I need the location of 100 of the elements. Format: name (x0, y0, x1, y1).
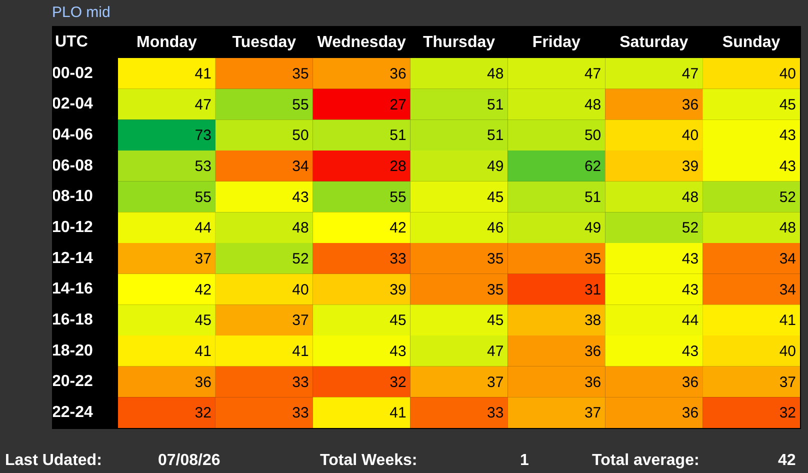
data-label: 48 (584, 96, 602, 114)
data-label: 48 (779, 220, 796, 237)
data-label: 41 (292, 343, 309, 360)
data-label: 48 (292, 220, 309, 237)
data-label: 73 (194, 127, 212, 144)
data-label: 40 (292, 281, 309, 298)
data-label: 53 (194, 158, 212, 176)
data-label: 47 (194, 96, 212, 114)
y-tick-label: 04-06 (52, 126, 94, 144)
data-label: 42 (194, 281, 212, 298)
text: 1 (520, 452, 529, 470)
data-label: 62 (584, 158, 602, 176)
data-label: 43 (390, 343, 406, 360)
data-label: 42 (390, 220, 406, 237)
data-label: 41 (194, 66, 212, 83)
data-label: 50 (292, 127, 309, 144)
data-label: 47 (682, 66, 699, 83)
data-label: 37 (194, 250, 212, 268)
data-label: 51 (487, 96, 504, 114)
data-label: 52 (779, 188, 796, 206)
text: Total Weeks: (320, 452, 418, 470)
data-label: 35 (584, 250, 602, 268)
data-label: 32 (390, 374, 406, 391)
y-tick-label: 22-24 (52, 404, 94, 421)
data-label: 39 (390, 281, 406, 298)
data-label: 50 (584, 127, 602, 144)
data-label: 36 (194, 374, 212, 391)
data-label: 52 (292, 250, 309, 268)
data-label: 55 (194, 188, 212, 206)
data-label: 44 (682, 312, 699, 330)
data-label: 43 (779, 158, 796, 176)
text: Last Udated: (5, 452, 102, 470)
data-label: 34 (292, 158, 309, 176)
data-label: 55 (292, 96, 309, 114)
data-label: 33 (390, 250, 406, 268)
data-label: 45 (487, 312, 504, 330)
data-label: 41 (779, 312, 796, 330)
data-label: 44 (194, 220, 212, 237)
data-label: 43 (682, 281, 699, 298)
data-label: 45 (390, 312, 406, 330)
data-label: 40 (779, 343, 796, 360)
data-label: 38 (584, 312, 602, 330)
data-label: 45 (779, 96, 796, 114)
text: 07/08/26 (158, 452, 220, 470)
data-label: 39 (682, 158, 699, 176)
y-tick-label: 00-02 (52, 64, 94, 82)
data-label: 43 (682, 343, 699, 360)
data-label: 43 (779, 127, 796, 144)
data-label: 35 (292, 66, 309, 83)
data-label: 32 (779, 404, 796, 422)
y-tick-label: 18-20 (52, 342, 94, 360)
data-label: 45 (194, 312, 212, 330)
y-tick-label: 12-14 (52, 250, 94, 267)
data-label: 41 (390, 404, 406, 422)
y-tick-label: 10-12 (52, 218, 94, 236)
data-label: 34 (779, 250, 796, 268)
data-label: 40 (682, 127, 699, 144)
data-label: 33 (292, 374, 309, 391)
data-label: 28 (390, 158, 406, 176)
data-label: 36 (682, 404, 699, 422)
data-label: 37 (779, 374, 796, 391)
data-label: 49 (584, 220, 602, 237)
data-label: 51 (487, 127, 504, 144)
x-tick-label: Saturday (620, 34, 688, 51)
x-tick-label: Thursday (422, 34, 496, 51)
chart-title: PLO mid (52, 4, 110, 22)
data-label: 52 (682, 220, 699, 237)
data-label: 32 (194, 404, 212, 422)
y-tick-label: 20-22 (52, 373, 94, 390)
x-tick-label: Wednesday (317, 34, 406, 51)
x-tick-label: Monday (136, 34, 198, 51)
y-tick-label: 16-18 (52, 311, 94, 328)
data-label: 55 (390, 188, 406, 206)
data-label: 37 (584, 404, 602, 422)
x-axis-title: UTC (55, 33, 88, 50)
text: 42 (778, 452, 796, 470)
data-label: 47 (487, 343, 504, 360)
y-tick-label: 08-10 (52, 188, 94, 206)
y-tick-label: 06-08 (52, 157, 94, 174)
data-label: 35 (487, 250, 504, 268)
y-tick-label: 14-16 (52, 280, 94, 298)
data-label: 40 (779, 66, 796, 83)
data-label: 34 (779, 281, 796, 298)
data-label: 46 (487, 220, 504, 237)
data-label: 37 (487, 374, 504, 391)
data-label: 33 (292, 404, 309, 422)
data-label: 31 (584, 281, 602, 298)
data-label: 36 (682, 374, 699, 391)
data-label: 48 (682, 188, 699, 206)
data-label: 45 (487, 188, 504, 206)
data-label: 43 (292, 188, 309, 206)
data-label: 27 (390, 96, 406, 114)
data-label: 51 (584, 188, 602, 206)
data-label: 43 (682, 250, 699, 268)
x-tick-label: Tuesday (232, 34, 296, 51)
y-tick-label: 02-04 (52, 96, 94, 113)
x-tick-label: Friday (532, 34, 581, 51)
data-label: 51 (390, 127, 406, 144)
data-label: 36 (584, 374, 602, 391)
data-label: 36 (682, 96, 699, 114)
